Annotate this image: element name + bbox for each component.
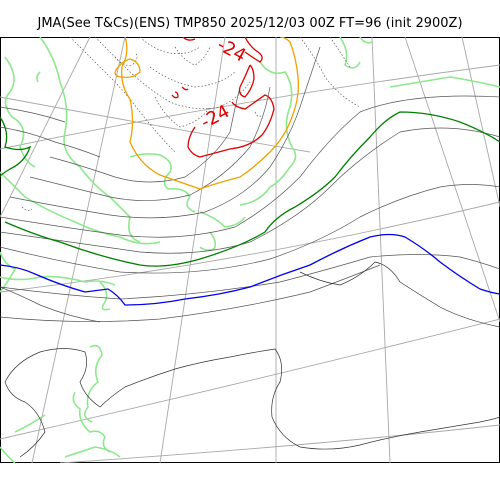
coastline [72,391,111,453]
coastline [36,71,41,83]
isotherm-red [244,37,263,63]
meridian-line [461,37,500,208]
coastline [4,56,36,168]
isotherm-red [187,94,275,158]
isotherms-thin [0,46,500,323]
isotherm-red [181,86,189,91]
coastline [239,61,297,206]
isotherm-dotted [329,37,351,68]
isotherm [0,264,381,322]
parallel-line [0,96,311,153]
parallel-line [0,64,500,150]
isotherm [0,184,500,274]
isotherm-dotted [149,66,236,88]
isotherm-orange [121,37,300,190]
coastline [199,211,246,228]
isotherm-red [182,37,196,41]
meridian-line [371,37,391,463]
chart-title: JMA(See T&Cs)(ENS) TMP850 2025/12/03 00Z… [37,16,463,31]
parallel-line [59,424,500,463]
coastline [0,446,16,463]
isotherm [0,126,101,158]
isotherm-dotted [139,37,201,54]
coast-dark [299,261,500,328]
isotherm [0,286,101,323]
isotherm [0,254,500,300]
isotherm [29,86,271,201]
coastline [14,414,46,433]
coastline [359,37,373,44]
map-panel: -24 -24 [0,37,500,463]
parallel-line [0,318,500,440]
isotherm-dotted [69,37,176,153]
isotherm-green [0,116,32,178]
coast-dark [4,348,500,450]
isotherm-dotted [154,96,211,128]
coastline [339,37,361,69]
isotherm-blue [0,233,500,306]
isotherm [0,95,500,238]
coastline [64,446,121,458]
coastline [199,231,217,251]
coastline [0,275,116,286]
coastline [0,251,17,293]
meridian-line [404,37,500,323]
isotherms-red [171,37,275,158]
coastline [0,171,161,245]
coastline [99,281,111,311]
landmass-outline [4,261,500,458]
isotherm [0,106,66,123]
isotherm-dotted [299,37,361,108]
isotherm-dotted [254,111,263,117]
parallel-line [0,201,500,293]
isotherm [0,127,500,254]
isotherm-dotted [21,206,33,211]
meridian-line [31,37,126,463]
coast-dark [4,381,46,458]
isotherm-red [238,64,255,98]
isotherm [49,86,241,183]
isotherm [9,46,321,219]
coastline [84,344,103,423]
isotherm-green [4,111,500,267]
coastline [389,76,500,88]
isotherms-dotted [21,37,361,211]
isotherm-orange [114,58,141,79]
map-svg: -24 -24 [0,37,500,463]
isotherm-red [171,91,179,99]
